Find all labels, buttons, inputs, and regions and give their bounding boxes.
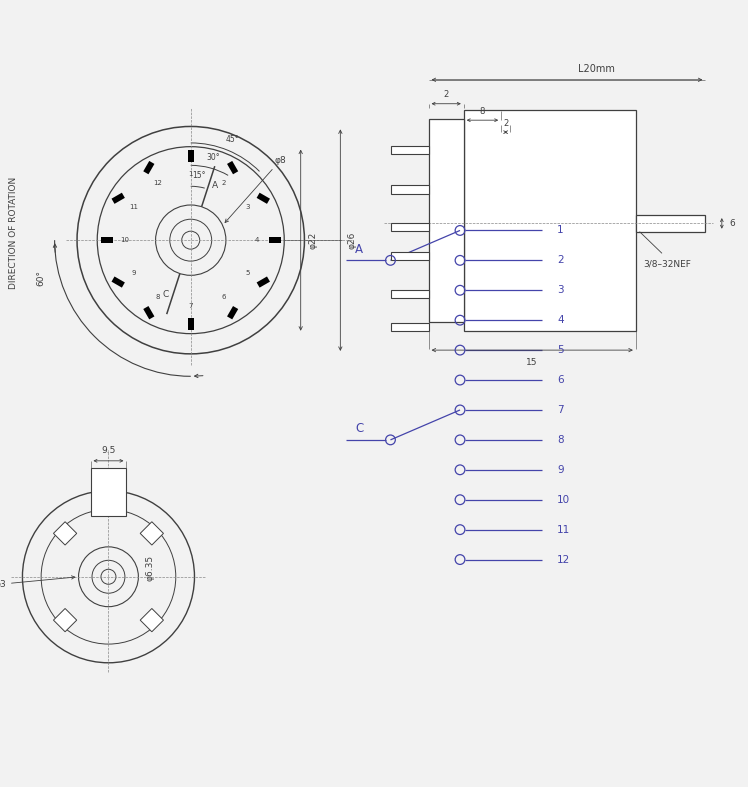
Text: 1: 1: [557, 225, 564, 235]
Bar: [111, 193, 125, 204]
Bar: [391, 252, 429, 260]
Text: 4: 4: [254, 237, 259, 243]
Bar: [144, 161, 154, 174]
Text: 11: 11: [129, 205, 138, 210]
Bar: [257, 276, 270, 287]
Text: 2: 2: [444, 91, 449, 99]
Text: 8: 8: [557, 435, 564, 445]
Bar: [391, 223, 429, 231]
Text: 12: 12: [557, 555, 571, 564]
Text: φ3: φ3: [0, 576, 75, 589]
Text: C: C: [162, 290, 168, 299]
Text: 15°: 15°: [192, 171, 206, 180]
Text: 8: 8: [479, 108, 485, 116]
Bar: [140, 608, 164, 632]
Text: 2: 2: [221, 180, 226, 187]
Text: 5: 5: [245, 270, 250, 276]
Text: 2: 2: [557, 255, 564, 265]
Text: φ6.35: φ6.35: [146, 555, 155, 581]
Bar: [257, 193, 270, 204]
Bar: [188, 318, 194, 330]
Text: 9: 9: [132, 270, 136, 276]
Bar: [391, 146, 429, 153]
Text: 11: 11: [557, 525, 571, 534]
Text: 2: 2: [503, 120, 509, 128]
Text: 7: 7: [557, 405, 564, 415]
Text: C: C: [355, 422, 364, 435]
Text: 45°: 45°: [225, 135, 239, 145]
Bar: [111, 276, 125, 287]
Bar: [391, 186, 429, 194]
Text: 7: 7: [188, 303, 193, 309]
Text: 3: 3: [557, 285, 564, 295]
Text: A: A: [212, 181, 218, 190]
Bar: [464, 109, 636, 331]
Bar: [140, 522, 164, 545]
Text: 30°: 30°: [206, 153, 220, 161]
Text: φ8: φ8: [225, 156, 286, 223]
Bar: [91, 467, 126, 516]
Text: φ26: φ26: [348, 231, 357, 249]
Text: 3: 3: [245, 205, 250, 210]
Text: 3/8–32NEF: 3/8–32NEF: [643, 259, 691, 268]
Bar: [269, 237, 280, 243]
Text: 6: 6: [729, 219, 735, 228]
Text: A: A: [355, 242, 363, 256]
Text: 6: 6: [221, 294, 226, 300]
Bar: [188, 150, 194, 162]
Text: 5: 5: [557, 345, 564, 355]
Text: 4: 4: [557, 316, 564, 325]
Text: 8: 8: [156, 294, 160, 300]
Text: 12: 12: [153, 180, 162, 187]
Bar: [144, 306, 154, 320]
Bar: [101, 237, 113, 243]
Text: φ22: φ22: [308, 231, 317, 249]
Bar: [53, 522, 77, 545]
Bar: [227, 161, 238, 174]
Text: 6: 6: [557, 375, 564, 385]
Bar: [227, 306, 238, 320]
Text: 1: 1: [188, 172, 193, 177]
Text: L20mm: L20mm: [578, 64, 616, 74]
Bar: [53, 608, 77, 632]
Text: 60°: 60°: [37, 270, 46, 286]
Bar: [429, 119, 464, 323]
Bar: [636, 215, 705, 231]
Text: 15: 15: [527, 357, 538, 367]
Text: DIRECTION OF ROTATION: DIRECTION OF ROTATION: [9, 176, 18, 289]
Bar: [391, 323, 429, 331]
Bar: [391, 290, 429, 297]
Text: 10: 10: [557, 495, 571, 504]
Text: 10: 10: [120, 237, 129, 243]
Text: 9: 9: [557, 465, 564, 475]
Text: 9.5: 9.5: [101, 446, 116, 455]
